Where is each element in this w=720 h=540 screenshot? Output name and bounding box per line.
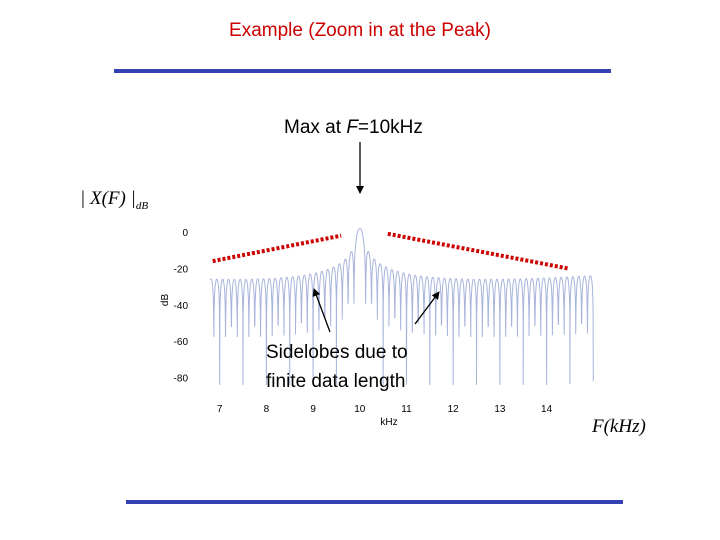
x-tick-label: 9 bbox=[310, 404, 316, 415]
y-axis-ticks: 0 -20 -40 -60 -80 bbox=[174, 228, 189, 385]
x-tick-label: 13 bbox=[494, 404, 506, 415]
peak-annotation-suffix: =10kHz bbox=[357, 117, 423, 138]
x-tick-label: 7 bbox=[217, 404, 223, 415]
y-tick-label: -60 bbox=[174, 337, 189, 348]
y-tick-label: -80 bbox=[174, 374, 189, 385]
slide-title: Example (Zoom in at the Peak) bbox=[229, 20, 491, 41]
x-tick-label: 10 bbox=[354, 404, 366, 415]
y-tick-label: -20 bbox=[174, 264, 189, 275]
magnitude-expression: | X(F) | bbox=[80, 188, 136, 209]
spectrum-series-line bbox=[209, 227, 594, 385]
frequency-variable: F bbox=[592, 416, 604, 437]
x-axis-ticks: 7 8 9 10 11 12 13 14 bbox=[217, 404, 553, 415]
sidelobe-envelope-right bbox=[387, 231, 568, 271]
sidelobe-arrow-right bbox=[414, 291, 440, 325]
peak-annotation-variable: F bbox=[346, 117, 358, 138]
magnitude-db-label: | X(F) |dB bbox=[80, 188, 148, 212]
y-tick-label: -40 bbox=[174, 301, 189, 312]
peak-annotation-prefix: Max at bbox=[284, 117, 347, 138]
sidelobe-annotation-line2: finite data length bbox=[266, 371, 406, 392]
title-divider bbox=[114, 69, 611, 73]
frequency-unit: (kHz) bbox=[603, 416, 646, 437]
peak-annotation: Max at F=10kHz bbox=[284, 117, 423, 139]
y-axis-title: dB bbox=[160, 294, 171, 307]
x-tick-label: 12 bbox=[448, 404, 460, 415]
y-tick-label: 0 bbox=[182, 228, 188, 239]
x-tick-label: 11 bbox=[401, 404, 412, 415]
x-axis-title: kHz bbox=[380, 417, 397, 428]
sidelobe-envelope-left bbox=[212, 233, 342, 264]
sidelobe-arrow-left bbox=[312, 288, 331, 333]
footer-divider bbox=[126, 500, 623, 504]
magnitude-subscript: dB bbox=[135, 199, 149, 212]
x-tick-label: 14 bbox=[541, 404, 553, 415]
x-tick-label: 8 bbox=[264, 404, 270, 415]
frequency-khz-label: F(kHz) bbox=[592, 416, 646, 438]
sidelobe-annotation: Sidelobes due to finite data length bbox=[266, 338, 408, 396]
sidelobe-annotation-line1: Sidelobes due to bbox=[266, 342, 408, 363]
